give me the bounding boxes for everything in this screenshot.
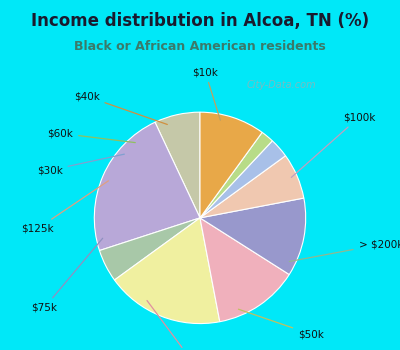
Text: $50k: $50k <box>238 309 324 339</box>
Wedge shape <box>155 112 200 218</box>
Wedge shape <box>200 132 272 218</box>
Text: $30k: $30k <box>37 154 124 175</box>
Wedge shape <box>200 198 306 274</box>
Wedge shape <box>200 141 286 218</box>
Text: $20k: $20k <box>147 301 202 350</box>
Wedge shape <box>200 112 262 218</box>
Text: $100k: $100k <box>291 112 375 177</box>
Text: $10k: $10k <box>192 67 220 120</box>
Text: City-Data.com: City-Data.com <box>247 80 316 90</box>
Text: $60k: $60k <box>47 128 135 142</box>
Wedge shape <box>200 156 304 218</box>
Text: > $200k: > $200k <box>289 239 400 261</box>
Wedge shape <box>94 122 200 251</box>
Wedge shape <box>100 218 200 280</box>
Text: Black or African American residents: Black or African American residents <box>74 40 326 53</box>
Text: $75k: $75k <box>31 238 103 313</box>
Wedge shape <box>200 218 289 322</box>
Text: Income distribution in Alcoa, TN (%): Income distribution in Alcoa, TN (%) <box>31 12 369 30</box>
Text: $40k: $40k <box>74 91 167 125</box>
Wedge shape <box>114 218 220 323</box>
Text: $125k: $125k <box>22 181 108 233</box>
